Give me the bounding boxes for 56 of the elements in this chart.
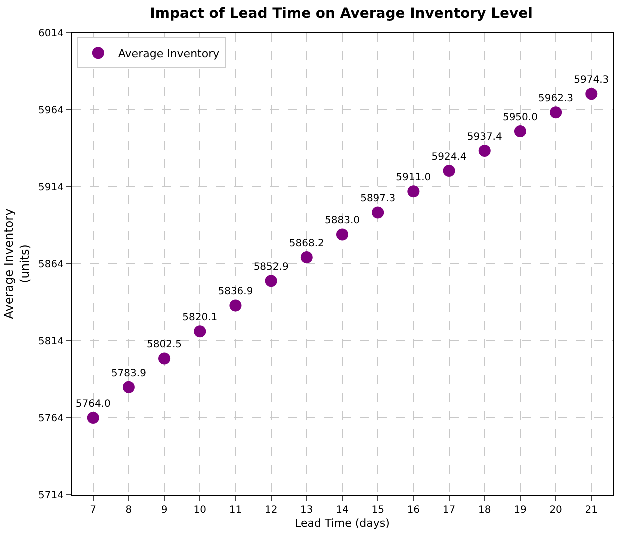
point	[443, 164, 456, 177]
legend-label: Average Inventory	[118, 47, 220, 60]
y-tick-label: 5714	[38, 490, 64, 502]
x-tick-label: 10	[194, 505, 206, 516]
point	[372, 206, 384, 219]
x-tick-label: 11	[229, 505, 242, 516]
point	[586, 88, 598, 100]
point	[514, 126, 526, 138]
data-label: 5852.9	[254, 262, 289, 274]
data-label: 5764.0	[76, 399, 111, 410]
x-axis-title: Lead Time (days)	[295, 517, 390, 530]
point	[550, 106, 562, 119]
x-tick-label: 8	[126, 505, 132, 516]
point	[194, 326, 206, 338]
x-tick-label: 15	[372, 505, 384, 516]
y-tick-label: 6014	[38, 28, 64, 40]
data-label: 5950.0	[502, 112, 538, 124]
point	[87, 412, 100, 424]
data-label: 5911.0	[396, 172, 432, 184]
x-tick-label: 14	[336, 505, 349, 516]
point	[158, 352, 171, 365]
data-label: 5836.9	[218, 286, 254, 298]
point	[265, 275, 278, 288]
x-tick-label: 21	[585, 505, 598, 516]
x-tick-label: 13	[300, 505, 314, 516]
data-label: 5924.4	[432, 152, 467, 163]
point	[478, 144, 491, 157]
data-label: 5868.2	[289, 238, 324, 250]
point	[300, 252, 313, 264]
point	[122, 381, 135, 394]
x-tick-label: 19	[514, 505, 527, 516]
data-label: 5962.3	[538, 94, 574, 105]
y-tick-label: 5914	[38, 182, 64, 194]
point	[408, 186, 420, 198]
chart-title: Impact of Lead Time on Average Inventory Level	[150, 6, 533, 22]
y-tick-label: 5964	[38, 106, 64, 116]
y-tick-label: 5764	[38, 414, 64, 424]
data-label: 5974.3	[574, 75, 610, 86]
point	[336, 228, 348, 241]
x-tick-label: 17	[442, 505, 456, 516]
data-label: 5883.0	[325, 216, 360, 227]
x-tick-label: 7	[90, 505, 97, 516]
data-label: 5802.5	[147, 340, 182, 351]
data-label: 5937.4	[467, 132, 502, 143]
data-label: 5897.3	[360, 194, 396, 205]
x-tick-label: 18	[478, 505, 492, 516]
x-tick-label: 16	[407, 505, 420, 516]
x-tick-label: 9	[161, 505, 168, 516]
y-tick-label: 5864	[38, 260, 64, 270]
data-label: 5783.9	[111, 368, 146, 380]
y-tick-label: 5814	[38, 336, 64, 348]
data-label: 5820.1	[182, 312, 218, 324]
y-axis-title: Average Inventory (units)	[2, 208, 32, 320]
point	[230, 300, 242, 312]
x-tick-label: 12	[264, 505, 278, 516]
x-tick-label: 20	[550, 505, 562, 516]
